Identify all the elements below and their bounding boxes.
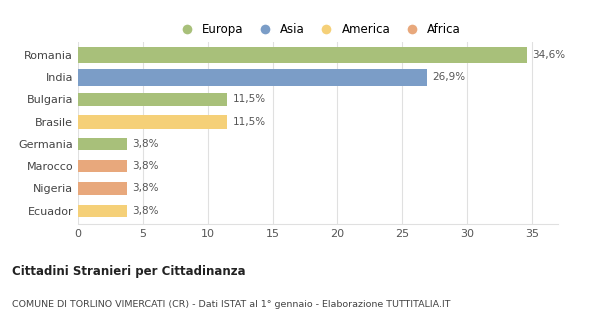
- Legend: Europa, Asia, America, Africa: Europa, Asia, America, Africa: [170, 18, 466, 41]
- Bar: [78, 182, 127, 195]
- Bar: [78, 47, 527, 63]
- Bar: [78, 92, 227, 106]
- Text: Cittadini Stranieri per Cittadinanza: Cittadini Stranieri per Cittadinanza: [12, 265, 245, 278]
- Bar: [78, 204, 127, 217]
- Text: COMUNE DI TORLINO VIMERCATI (CR) - Dati ISTAT al 1° gennaio - Elaborazione TUTTI: COMUNE DI TORLINO VIMERCATI (CR) - Dati …: [12, 300, 451, 309]
- Text: 3,8%: 3,8%: [133, 161, 159, 171]
- Text: 11,5%: 11,5%: [232, 117, 266, 127]
- Text: 3,8%: 3,8%: [133, 183, 159, 193]
- Bar: [78, 69, 427, 85]
- Bar: [78, 160, 127, 172]
- Text: 11,5%: 11,5%: [232, 94, 266, 104]
- Text: 34,6%: 34,6%: [532, 50, 565, 60]
- Bar: [78, 115, 227, 129]
- Text: 3,8%: 3,8%: [133, 139, 159, 149]
- Bar: [78, 138, 127, 150]
- Text: 26,9%: 26,9%: [432, 72, 465, 82]
- Text: 3,8%: 3,8%: [133, 206, 159, 216]
